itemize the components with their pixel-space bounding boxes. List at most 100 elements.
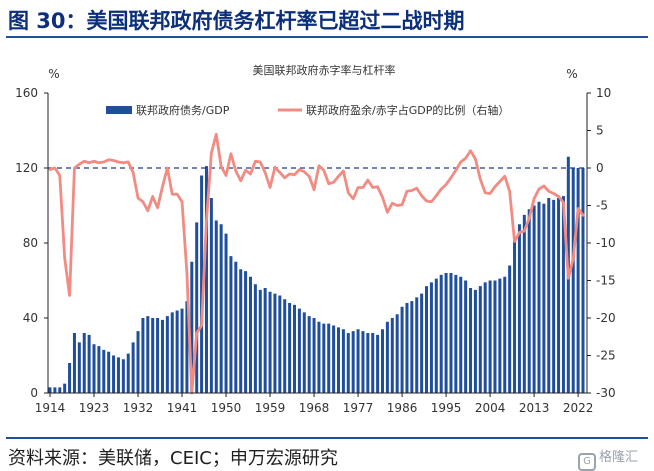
x-tick-label: 1986 [387,401,418,415]
bar-series [48,156,585,394]
x-tick-label: 2004 [475,401,506,415]
watermark-text: 格隆汇 [599,450,639,465]
debt-bar [581,168,585,393]
x-tick-label: 1959 [255,401,286,415]
debt-bar [190,261,194,393]
chart-title: 美国联邦政府赤字率与杠杆率 [253,63,396,77]
debt-bar [273,293,277,394]
title-divider [6,36,648,38]
debt-bar [175,310,179,393]
debt-bar [141,318,145,393]
debt-bar [170,312,174,394]
right-tick-label: 0 [596,161,604,175]
debt-bar [307,316,311,394]
debt-bar [508,265,512,393]
debt-bar [263,288,267,393]
debt-bar [400,306,404,393]
debt-bar [224,233,228,394]
debt-bar [410,301,414,394]
debt-bar [478,286,482,394]
debt-bar [537,201,541,393]
debt-bar [165,316,169,394]
debt-bar [395,314,399,393]
left-tick-label: 40 [23,311,38,325]
debt-bar [454,274,458,394]
debt-bar [72,333,76,393]
debt-bar [459,276,463,393]
debt-bar [58,387,62,394]
debt-bar [195,222,199,394]
debt-bar [209,198,213,393]
debt-bar [376,334,380,394]
debt-bar [371,333,375,393]
figure-source: 资料来源：美联储，CEIC；申万宏源研究 [8,448,338,469]
debt-bar [561,196,565,394]
x-tick-label: 2022 [563,401,594,415]
x-tick-label: 1950 [211,401,242,415]
debt-bar [185,301,189,394]
debt-bar [473,289,477,394]
debt-bar [547,198,551,393]
right-axis-unit: % [566,67,577,81]
debt-bar [532,205,536,393]
debt-bar [415,297,419,394]
debt-bar [112,355,116,393]
debt-bar [136,331,140,394]
debt-bar [332,325,336,393]
debt-bar [576,168,580,393]
right-tick-label: -25 [596,349,616,363]
deficit-line-series [48,132,585,395]
x-tick-label: 1968 [299,401,330,415]
debt-bar [278,295,282,393]
debt-bar [498,278,502,394]
debt-bar [552,199,556,394]
left-tick-label: 80 [23,236,38,250]
debt-bar [293,304,296,394]
debt-bar [102,349,106,394]
debt-bar [268,291,272,393]
debt-bar [204,166,208,394]
debt-bar [356,329,360,393]
debt-bar [121,359,125,393]
right-tick-label: -15 [596,274,616,288]
debt-bar [317,321,321,393]
debt-bar [351,331,355,394]
debt-bar [346,333,350,393]
debt-bar [327,323,331,394]
x-tick-label: 1941 [167,401,198,415]
debt-bar [288,303,292,393]
debt-bar [234,261,238,393]
debt-bar [439,274,443,394]
legend-bar-label: 联邦政府债务/GDP [136,103,230,117]
debt-bar [244,271,248,394]
debt-bar [63,383,67,394]
debt-bar [302,312,306,394]
debt-bar [488,280,492,393]
debt-bar [542,203,546,394]
left-tick-label: 0 [30,386,38,400]
debt-bar [219,224,223,393]
debt-bar [180,308,184,394]
debt-bar [229,256,233,394]
x-tick-label: 1914 [35,401,66,415]
debt-bar [160,319,164,394]
left-tick-label: 120 [15,161,38,175]
debt-bar [366,333,370,393]
legend-line-label: 联邦政府盈余/赤字占GDP的比例（右轴） [306,103,509,117]
debt-bar [68,363,72,393]
debt-bar [82,333,86,393]
debt-bar [97,346,101,394]
debt-bar [425,286,429,394]
debt-bar [322,323,326,394]
debt-bar [385,321,389,393]
right-tick-label: -30 [596,386,616,400]
debt-bar [469,288,473,393]
debt-bar [214,220,218,393]
debt-bar [444,273,448,393]
right-tick-label: -5 [596,199,608,213]
debt-bar [253,284,257,393]
left-axis-ticks: 0 40 80 120 160 [15,86,48,400]
debt-bar [557,198,561,393]
right-tick-label: 10 [596,86,611,100]
